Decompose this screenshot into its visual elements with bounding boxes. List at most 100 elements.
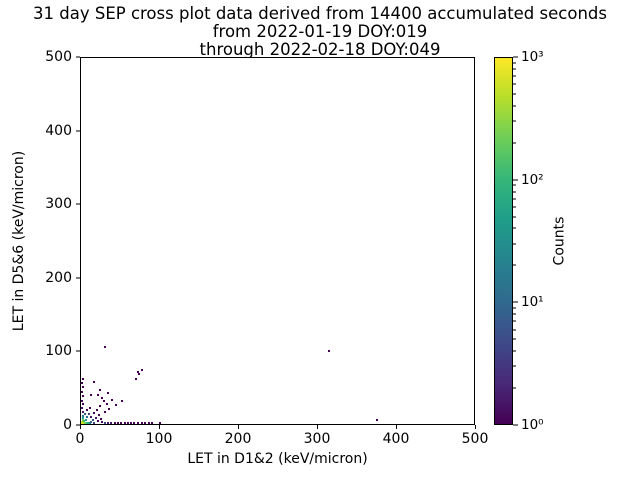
data-point bbox=[101, 397, 104, 400]
colorbar-minor-tick bbox=[513, 68, 516, 70]
data-point bbox=[85, 409, 88, 412]
y-axis-tick-labels: 0 100 200 300 400 500 bbox=[28, 49, 72, 433]
x-tick-label: 200 bbox=[224, 431, 252, 447]
colorbar-major-tick bbox=[513, 56, 518, 58]
data-point bbox=[90, 393, 93, 396]
data-point bbox=[85, 422, 88, 425]
data-point bbox=[90, 415, 93, 418]
colorbar-minor-tick bbox=[513, 93, 516, 95]
data-point bbox=[88, 422, 91, 425]
data-point bbox=[81, 419, 84, 422]
x-tick-label: 100 bbox=[145, 431, 173, 447]
data-point bbox=[83, 420, 86, 423]
colorbar-minor-tick bbox=[513, 75, 516, 77]
data-point bbox=[81, 403, 84, 406]
y-tick-mark bbox=[76, 277, 80, 279]
colorbar-minor-tick bbox=[513, 191, 516, 193]
y-tick-mark bbox=[76, 424, 80, 426]
data-point bbox=[81, 395, 84, 398]
plot-area bbox=[80, 57, 475, 425]
data-point bbox=[98, 388, 101, 391]
data-point bbox=[143, 422, 146, 425]
data-point bbox=[106, 392, 109, 395]
y-tick-label: 500 bbox=[45, 49, 72, 65]
colorbar-tick-labels: 10⁰ 10¹ 10² 10³ bbox=[521, 49, 561, 433]
x-tick-mark bbox=[80, 425, 81, 429]
data-point bbox=[94, 417, 97, 420]
data-point bbox=[82, 414, 85, 417]
title-line-3: through 2022-02-18 DOY:049 bbox=[199, 40, 441, 59]
colorbar-minor-tick bbox=[513, 62, 516, 64]
colorbar-label-box: Counts bbox=[548, 57, 570, 425]
y-axis-label: LET in D5&6 (keV/micron) bbox=[11, 150, 27, 332]
data-point bbox=[92, 381, 95, 384]
data-point bbox=[136, 422, 139, 425]
data-point bbox=[90, 420, 93, 423]
x-axis-tick-labels: 0 100 200 300 400 500 bbox=[76, 431, 489, 447]
data-point bbox=[80, 422, 83, 425]
data-point bbox=[140, 368, 143, 371]
colorbar-tick-label: 10¹ bbox=[521, 294, 544, 311]
colorbar-minor-tick bbox=[513, 329, 516, 331]
colorbar-tick-label: 10³ bbox=[521, 49, 544, 65]
data-point bbox=[92, 412, 95, 415]
data-point bbox=[83, 412, 86, 415]
y-tick-label: 300 bbox=[45, 196, 72, 213]
data-point bbox=[133, 421, 136, 424]
data-point bbox=[104, 346, 107, 349]
colorbar-major-tick bbox=[513, 424, 518, 426]
y-tick-mark bbox=[76, 203, 80, 205]
data-point bbox=[80, 399, 83, 402]
colorbar-minor-tick bbox=[513, 206, 516, 208]
x-tick-mark bbox=[159, 425, 160, 429]
colorbar-minor-tick bbox=[513, 198, 516, 200]
x-tick-label: 0 bbox=[75, 431, 85, 447]
data-point bbox=[91, 418, 94, 421]
y-tick-mark bbox=[76, 56, 80, 58]
data-point bbox=[105, 403, 108, 406]
colorbar-minor-tick bbox=[513, 142, 516, 144]
data-point bbox=[111, 398, 114, 401]
scatter-points-layer bbox=[80, 58, 474, 425]
data-point bbox=[103, 411, 106, 414]
colorbar-minor-tick bbox=[513, 387, 516, 389]
colorbar-minor-tick bbox=[513, 264, 516, 266]
data-point bbox=[120, 421, 123, 424]
data-point bbox=[328, 349, 331, 352]
data-point bbox=[375, 419, 378, 422]
x-axis-label: LET in D1&2 (keV/micron) bbox=[187, 451, 368, 467]
data-point bbox=[96, 420, 99, 423]
colorbar-tick-marks bbox=[513, 56, 518, 426]
title-line-2: from 2022-01-19 DOY:019 bbox=[212, 22, 428, 41]
plot-title: 31 day SEP cross plot data derived from … bbox=[0, 5, 640, 59]
data-point bbox=[140, 421, 143, 424]
colorbar-minor-tick bbox=[513, 83, 516, 85]
data-point bbox=[135, 377, 138, 380]
y-tick-label: 400 bbox=[45, 122, 72, 139]
data-point bbox=[106, 421, 109, 424]
y-tick-label: 100 bbox=[45, 343, 72, 360]
data-point bbox=[150, 422, 153, 425]
data-point bbox=[86, 416, 89, 419]
data-point bbox=[114, 403, 117, 406]
colorbar-minor-tick bbox=[513, 120, 516, 122]
colorbar-major-tick bbox=[513, 179, 518, 181]
data-point bbox=[99, 417, 102, 420]
data-point bbox=[81, 386, 84, 389]
data-point bbox=[81, 377, 84, 380]
x-tick-mark bbox=[317, 425, 318, 429]
data-point bbox=[159, 421, 162, 424]
data-point bbox=[81, 417, 84, 420]
colorbar-minor-tick bbox=[513, 350, 516, 352]
data-point bbox=[103, 422, 106, 425]
data-point bbox=[96, 393, 99, 396]
data-point bbox=[84, 418, 87, 421]
data-point bbox=[108, 407, 111, 410]
data-point bbox=[81, 410, 84, 413]
data-point bbox=[127, 421, 130, 424]
data-point bbox=[136, 371, 139, 374]
colorbar-minor-tick bbox=[513, 313, 516, 315]
data-point bbox=[116, 422, 119, 425]
y-axis-tick-marks bbox=[76, 56, 80, 426]
